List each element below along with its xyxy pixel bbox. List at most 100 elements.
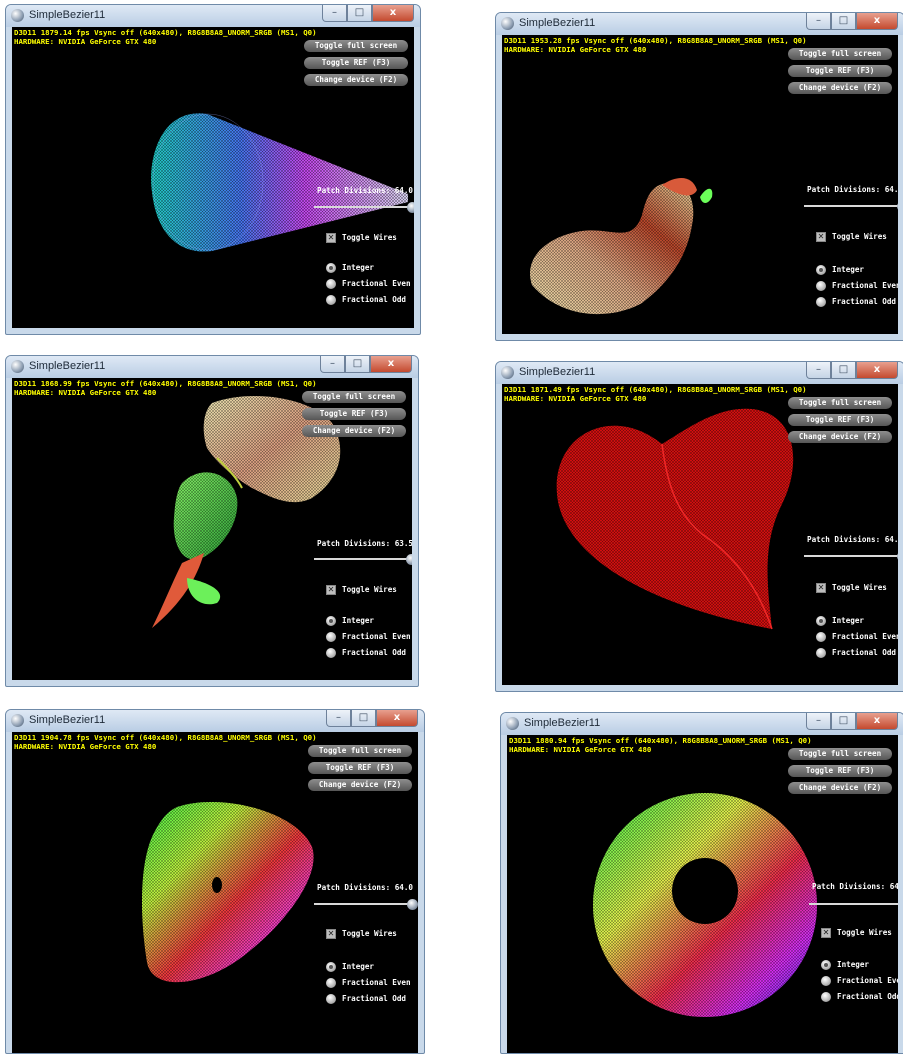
toggle-full-screen-button[interactable]: Toggle full screen <box>788 748 892 760</box>
change-device-button[interactable]: Change device (F2) <box>308 779 412 791</box>
render-viewport[interactable]: D3D11 1880.94 fps Vsync off (640x480), R… <box>507 735 898 1053</box>
change-device-button[interactable]: Change device (F2) <box>788 782 892 794</box>
close-icon[interactable]: x <box>856 13 898 30</box>
maximize-icon[interactable]: □ <box>831 713 856 730</box>
radio-fractional-odd[interactable] <box>816 648 826 658</box>
render-viewport[interactable]: D3D11 1868.99 fps Vsync off (640x480), R… <box>12 378 412 680</box>
radio-fractional-even[interactable] <box>816 281 826 291</box>
fractional-odd-label[interactable]: Fractional Odd <box>342 295 407 304</box>
toggle-ref-button[interactable]: Toggle REF (F3) <box>788 65 892 77</box>
toggle-ref-button[interactable]: Toggle REF (F3) <box>302 408 406 420</box>
fractional-even-label[interactable]: Fractional Even <box>342 978 411 987</box>
toggle-wires-label[interactable]: Toggle Wires <box>342 929 397 938</box>
radio-fractional-odd[interactable] <box>326 994 336 1004</box>
radio-fractional-even[interactable] <box>326 978 336 988</box>
maximize-icon[interactable]: □ <box>347 5 372 22</box>
close-icon[interactable]: x <box>376 710 418 727</box>
radio-fractional-odd[interactable] <box>326 648 336 658</box>
radio-fractional-even[interactable] <box>326 279 336 289</box>
fractional-odd-label[interactable]: Fractional Odd <box>832 648 897 657</box>
minimize-icon[interactable]: – <box>320 356 345 373</box>
integer-label[interactable]: Integer <box>342 263 375 272</box>
patch-divisions-slider[interactable] <box>314 558 412 560</box>
title-bar[interactable]: SimpleBezier11 – □ x <box>496 13 903 35</box>
close-icon[interactable]: x <box>370 356 412 373</box>
radio-integer[interactable] <box>821 960 831 970</box>
change-device-button[interactable]: Change device (F2) <box>302 425 406 437</box>
radio-integer[interactable] <box>326 263 336 273</box>
checkbox-checked-icon[interactable]: ✕ <box>326 233 336 243</box>
checkbox-checked-icon[interactable]: ✕ <box>821 928 831 938</box>
minimize-icon[interactable]: – <box>806 13 831 30</box>
slider-thumb[interactable] <box>406 554 412 565</box>
fractional-odd-label[interactable]: Fractional Odd <box>342 648 407 657</box>
render-viewport[interactable]: D3D11 1879.14 fps Vsync off (640x480), R… <box>12 27 414 328</box>
toggle-wires-label[interactable]: Toggle Wires <box>832 232 887 241</box>
fractional-even-label[interactable]: Fractional Even <box>342 632 411 641</box>
window-shell[interactable]: SimpleBezier11 – □ x <box>495 12 903 341</box>
radio-integer[interactable] <box>816 265 826 275</box>
slider-thumb[interactable] <box>407 899 418 910</box>
toggle-ref-button[interactable]: Toggle REF (F3) <box>788 414 892 426</box>
radio-fractional-even[interactable] <box>821 976 831 986</box>
radio-integer[interactable] <box>326 616 336 626</box>
fractional-even-label[interactable]: Fractional Even <box>832 281 898 290</box>
toggle-full-screen-button[interactable]: Toggle full screen <box>302 391 406 403</box>
change-device-button[interactable]: Change device (F2) <box>788 431 892 443</box>
title-bar[interactable]: SimpleBezier11 – □ x <box>6 5 420 27</box>
toggle-full-screen-button[interactable]: Toggle full screen <box>308 745 412 757</box>
minimize-icon[interactable]: – <box>322 5 347 22</box>
toggle-full-screen-button[interactable]: Toggle full screen <box>788 48 892 60</box>
toggle-ref-button[interactable]: Toggle REF (F3) <box>304 57 408 69</box>
window-cone[interactable]: SimpleBezier11 – □ x <box>5 4 421 335</box>
window-torus[interactable]: SimpleBezier11 – □ x <box>500 712 903 1054</box>
checkbox-checked-icon[interactable]: ✕ <box>326 929 336 939</box>
title-bar[interactable]: SimpleBezier11 – □ x <box>501 713 903 735</box>
close-icon[interactable]: x <box>856 362 898 379</box>
toggle-full-screen-button[interactable]: Toggle full screen <box>304 40 408 52</box>
maximize-icon[interactable]: □ <box>345 356 370 373</box>
window-triangle[interactable]: SimpleBezier11 – □ x <box>5 709 425 1054</box>
toggle-ref-button[interactable]: Toggle REF (F3) <box>788 765 892 777</box>
close-icon[interactable]: x <box>372 5 414 22</box>
checkbox-checked-icon[interactable]: ✕ <box>816 232 826 242</box>
toggle-wires-label[interactable]: Toggle Wires <box>832 583 887 592</box>
window-flower[interactable]: SimpleBezier11 – □ x <box>5 355 419 687</box>
title-bar[interactable]: SimpleBezier11 – □ x <box>6 356 418 378</box>
radio-fractional-odd[interactable] <box>326 295 336 305</box>
maximize-icon[interactable]: □ <box>831 13 856 30</box>
integer-label[interactable]: Integer <box>837 960 870 969</box>
fractional-odd-label[interactable]: Fractional Odd <box>837 992 898 1001</box>
fractional-even-label[interactable]: Fractional Even <box>342 279 411 288</box>
radio-fractional-even[interactable] <box>816 632 826 642</box>
render-viewport[interactable]: D3D11 1871.49 fps Vsync off (640x480), R… <box>502 384 898 685</box>
integer-label[interactable]: Integer <box>832 616 865 625</box>
checkbox-checked-icon[interactable]: ✕ <box>816 583 826 593</box>
radio-fractional-even[interactable] <box>326 632 336 642</box>
title-bar[interactable]: SimpleBezier11 – □ x <box>6 710 424 732</box>
render-viewport[interactable]: D3D11 1953.28 fps Vsync off (640x480), R… <box>502 35 898 334</box>
minimize-icon[interactable]: – <box>806 362 831 379</box>
slider-thumb[interactable] <box>897 201 898 212</box>
radio-integer[interactable] <box>816 616 826 626</box>
fractional-odd-label[interactable]: Fractional Odd <box>832 297 897 306</box>
toggle-full-screen-button[interactable]: Toggle full screen <box>788 397 892 409</box>
window-heart[interactable]: SimpleBezier11 – □ x D3D11 1871.49 fps V… <box>495 361 903 692</box>
radio-fractional-odd[interactable] <box>821 992 831 1002</box>
minimize-icon[interactable]: – <box>806 713 831 730</box>
change-device-button[interactable]: Change device (F2) <box>788 82 892 94</box>
slider-thumb[interactable] <box>897 551 898 562</box>
maximize-icon[interactable]: □ <box>351 710 376 727</box>
radio-integer[interactable] <box>326 962 336 972</box>
minimize-icon[interactable]: – <box>326 710 351 727</box>
integer-label[interactable]: Integer <box>342 962 375 971</box>
slider-thumb[interactable] <box>407 202 414 213</box>
patch-divisions-slider[interactable] <box>314 903 412 905</box>
fractional-even-label[interactable]: Fractional Even <box>832 632 898 641</box>
toggle-wires-label[interactable]: Toggle Wires <box>342 585 397 594</box>
toggle-wires-label[interactable]: Toggle Wires <box>342 233 397 242</box>
fractional-even-label[interactable]: Fractional Even <box>837 976 898 985</box>
close-icon[interactable]: x <box>856 713 898 730</box>
radio-fractional-odd[interactable] <box>816 297 826 307</box>
change-device-button[interactable]: Change device (F2) <box>304 74 408 86</box>
